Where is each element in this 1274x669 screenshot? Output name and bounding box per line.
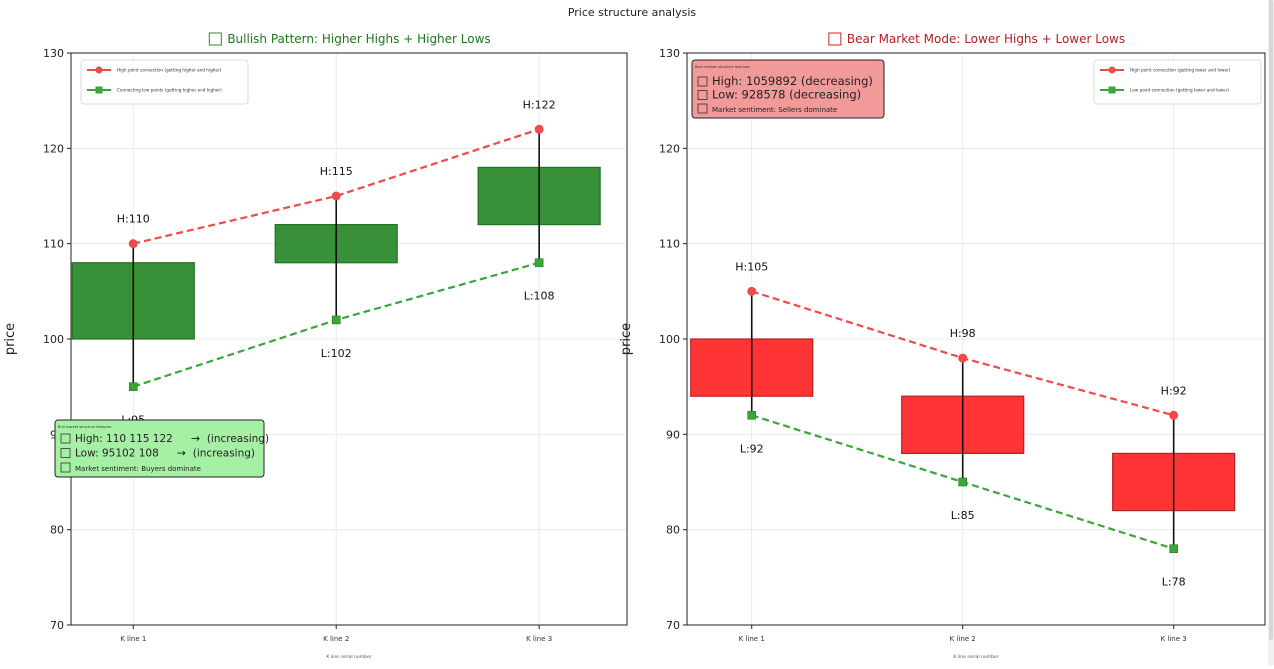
low-series-marker xyxy=(534,258,544,268)
high-series-marker xyxy=(747,286,757,296)
arrow-right-icon: → xyxy=(177,447,186,460)
chart-title: Bear Market Mode: Lower Highs + Lower Lo… xyxy=(847,32,1125,46)
low-series-marker xyxy=(331,315,341,325)
annotation-background xyxy=(691,59,885,119)
legend-entry: High point connection (getting lower and… xyxy=(1130,68,1231,73)
title-box-icon xyxy=(208,32,222,46)
high-label: H:92 xyxy=(1161,384,1187,397)
low-series-marker xyxy=(958,477,968,487)
annotation-trend: (increasing) xyxy=(193,448,255,460)
high-series-marker xyxy=(1169,410,1179,420)
annotation-checkbox-icon xyxy=(697,76,708,87)
legend-box xyxy=(1093,59,1262,105)
y-tick-label: 70 xyxy=(666,619,680,632)
legend-entry: Connecting low points (getting higher an… xyxy=(117,88,222,93)
annotation-checkbox-icon xyxy=(60,448,71,458)
low-label: L:92 xyxy=(740,442,764,455)
annotation-line: Low: 95102 108 xyxy=(75,448,159,460)
y-axis-label: price xyxy=(3,323,18,355)
annotation-line: High: 110 115 122 xyxy=(75,433,173,445)
y-tick-label: 80 xyxy=(666,524,680,537)
high-series-marker xyxy=(534,124,544,134)
annotation-background xyxy=(54,419,265,478)
legend-swatch-marker xyxy=(95,86,103,94)
annotation-box: Bear market structure features: High: 105… xyxy=(691,59,885,119)
y-tick-label: 70 xyxy=(50,619,64,632)
annotation-header: Bull market structure features: xyxy=(58,425,112,429)
scrollbar-thumb xyxy=(1269,0,1273,640)
y-tick-label: 110 xyxy=(43,238,64,251)
low-series-marker xyxy=(747,410,757,420)
x-axis-label: K line serial number xyxy=(953,654,998,660)
low-label: L:78 xyxy=(1162,576,1186,589)
chart-panel-2: 70 80 90 100 110 120 130 K line 1 K line 2 K line… xyxy=(619,32,1266,660)
high-label: H:122 xyxy=(523,98,556,111)
y-tick-label: 120 xyxy=(43,142,64,155)
y-tick-label: 90 xyxy=(666,428,680,441)
x-tick-label: K line 1 xyxy=(120,635,146,643)
chart-title: Bullish Pattern: Higher Highs + Higher L… xyxy=(227,32,490,46)
high-series-marker xyxy=(958,353,968,363)
annotation-checkbox-icon xyxy=(60,433,71,444)
high-label: H:115 xyxy=(320,165,353,178)
annotation-line: High: 1059892 (decreasing) xyxy=(712,74,873,88)
annotation-header: Bear market structure features: xyxy=(695,65,750,69)
annotation-checkbox-icon xyxy=(697,103,708,114)
annotation-trend: (increasing) xyxy=(207,433,269,445)
legend-swatch-marker xyxy=(1108,66,1116,74)
low-label: L:108 xyxy=(524,290,555,303)
x-axis-label: K line serial number xyxy=(326,654,371,660)
y-tick-label: 110 xyxy=(659,238,680,251)
x-tick-label: K line 3 xyxy=(1161,635,1187,643)
x-tick-label: K line 2 xyxy=(950,635,976,643)
figure-suptitle: Price structure analysis xyxy=(568,6,697,19)
annotation-checkbox-icon xyxy=(60,462,71,473)
legend: High point connection (getting higher an… xyxy=(80,59,249,105)
high-label: H:98 xyxy=(950,327,976,340)
low-series-marker xyxy=(128,382,138,391)
y-tick-label: 100 xyxy=(659,333,680,346)
legend-box xyxy=(80,59,249,105)
low-label: L:85 xyxy=(951,509,975,522)
x-tick-label: K line 3 xyxy=(526,635,552,643)
y-axis-label: price xyxy=(619,323,634,355)
annotation-checkbox-icon xyxy=(697,90,708,100)
annotation-box: Bull market structure features: High: 110… xyxy=(54,419,269,478)
annotation-line: Low: 928578 (decreasing) xyxy=(712,88,861,102)
legend-swatch-marker xyxy=(95,66,103,74)
legend: High point connection (getting lower and… xyxy=(1093,59,1262,105)
high-series-marker xyxy=(128,239,138,249)
legend-entry: Low point connection (getting lower and … xyxy=(1130,88,1229,93)
annotation-line: Market sentiment: Buyers dominate xyxy=(75,465,201,473)
high-label: H:105 xyxy=(735,260,768,273)
arrow-right-icon: → xyxy=(191,432,200,445)
high-series-line xyxy=(133,128,540,245)
high-series-marker xyxy=(331,191,341,201)
y-tick-label: 100 xyxy=(43,333,64,346)
x-tick-label: K line 2 xyxy=(323,635,349,643)
high-label: H:110 xyxy=(117,213,150,226)
low-series-marker xyxy=(1169,544,1178,554)
legend-entry: High point connection (getting higher an… xyxy=(117,68,222,73)
low-label: L:102 xyxy=(321,347,352,360)
y-tick-label: 130 xyxy=(659,47,680,60)
y-tick-label: 130 xyxy=(43,47,64,60)
title-box-icon xyxy=(828,32,842,46)
x-tick-label: K line 1 xyxy=(739,635,765,643)
legend-swatch-marker xyxy=(1108,86,1116,94)
y-tick-label: 120 xyxy=(659,142,680,155)
y-tick-label: 80 xyxy=(50,524,64,537)
annotation-line: Market sentiment: Sellers dominate xyxy=(712,106,837,114)
